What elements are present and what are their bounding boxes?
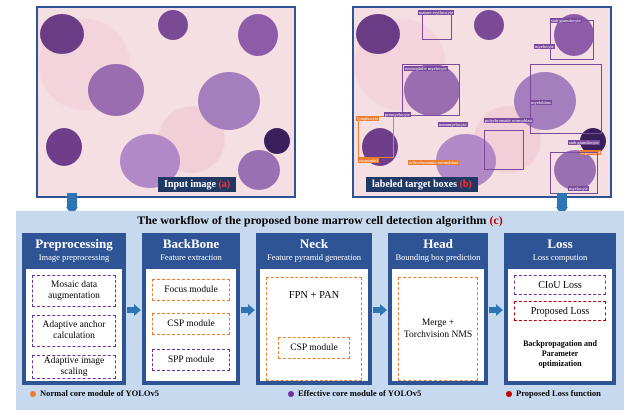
- module-subtitle: Image preprocessing: [38, 252, 110, 262]
- preprocessing-module: Preprocessing Image preprocessing Mosaic…: [22, 233, 126, 385]
- workflow-panel: The workflow of the proposed bone marrow…: [16, 211, 624, 410]
- neck-module: Neck Feature pyramid generation FPN + PA…: [256, 233, 372, 385]
- module-subtitle: Loss compution: [532, 252, 588, 262]
- csp-module-box: CSP module: [152, 313, 230, 335]
- cell: [46, 128, 82, 166]
- box-label: myelocyte: [534, 44, 555, 49]
- target-box: [402, 64, 460, 116]
- box-label: promyelocyte: [384, 112, 411, 117]
- module-title: BackBone: [162, 236, 220, 251]
- nms-box: Merge + Torchvision NMS: [398, 277, 478, 381]
- target-box: [550, 152, 598, 194]
- legend-proposed: Proposed Loss function: [506, 388, 601, 398]
- cell: [264, 128, 290, 154]
- box-label: metamyelocyte: [438, 122, 468, 127]
- spp-module-box: SPP module: [152, 349, 230, 371]
- module-title: Head: [423, 236, 453, 251]
- red-dot-icon: [506, 391, 512, 398]
- cell: [238, 150, 280, 190]
- input-image-caption: Input image (a): [158, 177, 237, 192]
- input-image-panel: Input image (a): [36, 6, 296, 198]
- module-title: Preprocessing: [35, 236, 113, 251]
- cell: [88, 64, 144, 116]
- loss-module: Loss Loss compution CIoU Loss Proposed L…: [504, 233, 616, 385]
- box-label: myeloblast: [530, 100, 552, 105]
- orange-dot-icon: [30, 391, 36, 398]
- module-subtitle: Feature extraction: [160, 252, 222, 262]
- module-subtitle: Bounding box prediction: [395, 252, 481, 262]
- cell: [238, 14, 278, 56]
- mosaic-augmentation-box: Mosaic data augmentation: [32, 275, 116, 307]
- box-label: stab granulocyte: [550, 18, 582, 23]
- box-label: orthochromatic normoblast: [408, 160, 459, 165]
- box-label: eosinophil: [358, 158, 379, 163]
- arrow-right-icon: [373, 304, 387, 316]
- target-box: [530, 64, 602, 134]
- labeled-image-caption: labeled target boxes (b): [366, 177, 478, 192]
- box-label: polychromatic normoblast: [484, 118, 534, 123]
- box-label: neutrophilic myelocyte: [404, 66, 448, 71]
- box-label: mature erythrocyte: [418, 10, 455, 15]
- target-box: [484, 130, 524, 170]
- legend-normal: Normal core module of YOLOv5: [30, 388, 159, 398]
- arrow-right-icon: [241, 304, 255, 316]
- adaptive-scaling-box: Adaptive image scaling: [32, 355, 116, 379]
- target-box: [422, 12, 452, 40]
- target-box: [550, 20, 594, 60]
- labeled-image-panel: mature erythrocyte stab granulocyte myel…: [352, 6, 612, 198]
- arrow-right-icon: [489, 304, 503, 316]
- cell: [158, 10, 188, 40]
- box-label: myelocyte: [568, 186, 589, 191]
- box-label: stab granulocyte: [568, 140, 600, 145]
- module-title: Loss: [547, 236, 573, 251]
- legend-effective: Effective core module of YOLOv5: [288, 388, 421, 398]
- ciou-loss-box: CIoU Loss: [514, 275, 606, 295]
- target-box: [358, 116, 394, 158]
- arrow-right-icon: [127, 304, 141, 316]
- backbone-module: BackBone Feature extraction Focus module…: [142, 233, 240, 385]
- adaptive-anchor-box: Adaptive anchor calculation: [32, 315, 116, 347]
- workflow-title: The workflow of the proposed bone marrow…: [137, 213, 503, 227]
- module-title: Neck: [299, 236, 329, 251]
- box-label: lymphocyte: [356, 116, 380, 121]
- cell: [554, 150, 596, 190]
- purple-dot-icon: [288, 391, 294, 398]
- cell: [40, 14, 84, 54]
- fpn-pan-box: FPN + PAN: [266, 277, 362, 381]
- cell: [356, 14, 400, 54]
- backprop-note: Backpropagation and Parameter optimizati…: [523, 339, 597, 368]
- cell: [404, 64, 460, 116]
- proposed-loss-box: Proposed Loss: [514, 301, 606, 321]
- head-module: Head Bounding box prediction Merge + Tor…: [388, 233, 488, 385]
- module-subtitle: Feature pyramid generation: [267, 252, 361, 262]
- focus-module-box: Focus module: [152, 279, 230, 301]
- neck-csp-module-box: CSP module: [278, 337, 350, 359]
- cell: [474, 10, 504, 40]
- cell: [198, 72, 260, 130]
